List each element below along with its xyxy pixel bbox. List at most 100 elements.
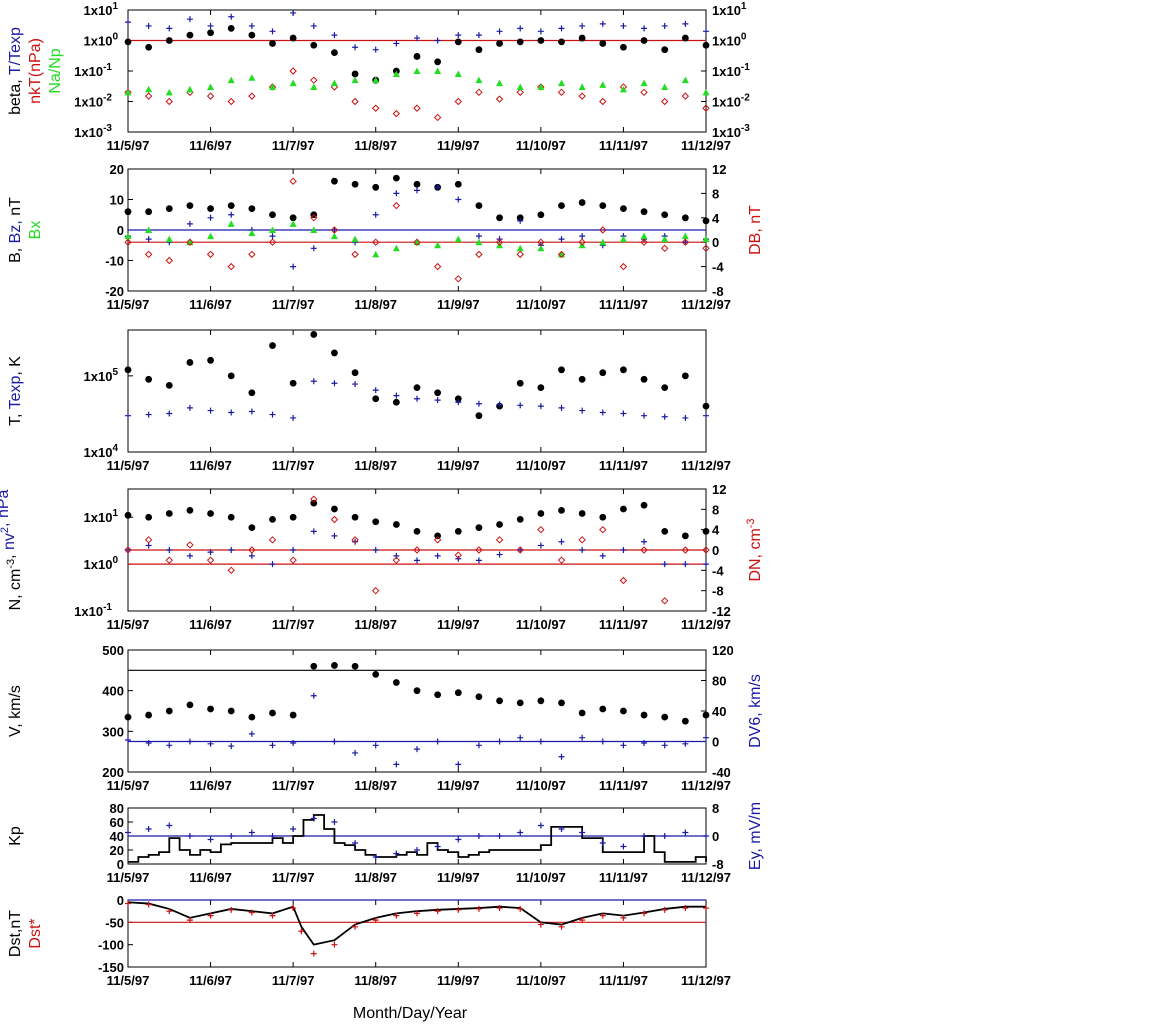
data-point xyxy=(351,97,359,106)
data-point xyxy=(475,905,482,912)
data-point xyxy=(269,28,276,35)
data-point xyxy=(124,232,132,240)
data-point xyxy=(475,32,482,39)
x-tick-label: 11/5/97 xyxy=(107,458,150,473)
data-point xyxy=(599,513,607,521)
y-axis-label: Bx xyxy=(27,221,44,240)
x-tick-label: 11/9/97 xyxy=(437,138,480,153)
data-point xyxy=(640,37,648,44)
data-point xyxy=(331,532,338,539)
series-black-dot xyxy=(124,24,710,84)
y-tick-label: 1x104 xyxy=(84,443,119,460)
data-point xyxy=(269,912,276,919)
data-point xyxy=(599,738,606,745)
data-point xyxy=(125,736,131,743)
data-point xyxy=(434,908,441,915)
data-point xyxy=(310,245,317,252)
data-point xyxy=(620,43,627,51)
data-point xyxy=(681,232,689,240)
data-point xyxy=(640,88,648,97)
data-point xyxy=(248,524,256,532)
data-point xyxy=(372,76,380,84)
data-point xyxy=(310,76,318,84)
data-point xyxy=(414,35,420,42)
x-tick-label: 11/6/97 xyxy=(189,138,232,153)
data-point xyxy=(703,905,709,912)
data-point xyxy=(269,709,276,717)
data-point xyxy=(681,76,689,84)
data-point xyxy=(558,923,565,930)
series-black-step xyxy=(128,814,707,863)
data-point xyxy=(599,552,606,559)
data-point xyxy=(145,711,153,719)
y-axis-label: V, km/s xyxy=(7,685,24,737)
data-point xyxy=(620,410,627,417)
data-point xyxy=(145,236,152,243)
x-tick-label: 11/12/97 xyxy=(681,617,731,632)
data-point xyxy=(310,41,318,49)
data-point xyxy=(454,275,462,283)
y-tick-label: 40 xyxy=(110,829,124,844)
data-point xyxy=(165,205,173,213)
data-point xyxy=(496,79,504,87)
data-point xyxy=(145,22,152,29)
x-tick-label: 11/9/97 xyxy=(437,617,480,632)
data-point xyxy=(372,917,379,924)
data-point xyxy=(290,905,297,912)
data-point xyxy=(682,740,689,747)
data-point xyxy=(125,900,131,907)
data-point xyxy=(124,366,132,374)
data-point xyxy=(434,843,441,850)
data-point xyxy=(434,37,441,44)
data-point xyxy=(165,381,173,389)
data-point xyxy=(682,20,689,27)
data-point xyxy=(145,513,153,521)
x-tick-label: 11/9/97 xyxy=(437,870,480,885)
data-point xyxy=(392,679,400,686)
data-point xyxy=(228,13,235,20)
y-axis-label: nkT(nPa) xyxy=(27,38,44,104)
series-line xyxy=(128,814,707,863)
data-point xyxy=(599,226,607,234)
data-point xyxy=(641,25,648,32)
series-blue-plus xyxy=(125,528,709,568)
data-point xyxy=(703,561,709,568)
data-point xyxy=(702,244,710,253)
data-point xyxy=(393,40,400,47)
x-tick-label: 11/8/97 xyxy=(354,297,397,312)
data-point xyxy=(454,97,462,106)
data-point xyxy=(661,833,668,839)
x-tick-label: 11/8/97 xyxy=(354,778,397,793)
data-point xyxy=(165,707,173,715)
y2-tick-label: 1x10-2 xyxy=(712,93,750,110)
data-point xyxy=(475,233,482,240)
data-point xyxy=(620,742,627,749)
x-tick-label: 11/5/97 xyxy=(107,297,150,312)
data-point xyxy=(557,88,566,97)
data-point xyxy=(434,184,441,191)
data-point xyxy=(619,85,627,93)
data-point xyxy=(228,547,235,553)
data-point xyxy=(144,250,153,259)
data-point xyxy=(372,46,379,53)
data-point xyxy=(434,241,442,249)
data-point xyxy=(124,208,132,216)
data-point xyxy=(352,538,359,545)
data-point xyxy=(619,576,628,585)
x-tick-label: 11/11/97 xyxy=(599,870,648,885)
data-point xyxy=(579,233,586,240)
data-point xyxy=(372,854,379,860)
data-point xyxy=(434,552,441,559)
data-point xyxy=(248,713,256,721)
x-tick-label: 11/11/97 xyxy=(599,778,648,793)
data-point xyxy=(703,28,709,35)
y2-tick-label: -8 xyxy=(712,584,724,599)
data-point xyxy=(228,409,235,416)
data-point xyxy=(414,847,420,853)
data-point xyxy=(496,214,503,222)
series-green-triangle xyxy=(124,67,710,96)
data-point xyxy=(681,238,690,246)
data-point xyxy=(537,822,544,829)
panel-dst: 11/5/97 11/6/97 11/7/97 11/8/97 11/9/97 11/10… xyxy=(7,893,731,988)
x-tick-label: 11/9/97 xyxy=(437,778,480,793)
